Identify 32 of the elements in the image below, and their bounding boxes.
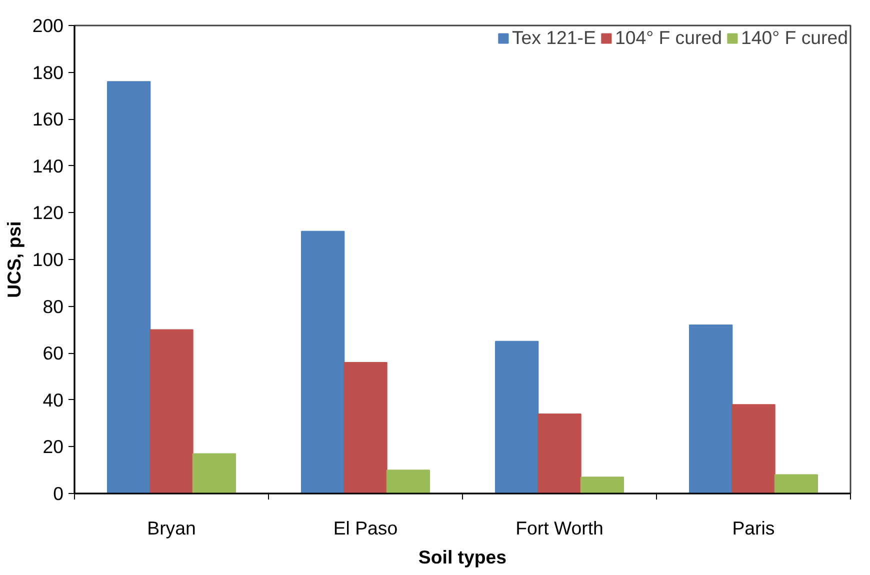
- y-tick-label: 120: [32, 202, 64, 224]
- bar: [774, 474, 818, 494]
- y-tick-label: 100: [32, 249, 64, 270]
- bar: [732, 404, 776, 494]
- legend-label: Tex 121-E: [512, 27, 596, 49]
- y-tick-label: 40: [42, 389, 64, 410]
- bar: [494, 340, 539, 494]
- legend-label: 140° F cured: [740, 27, 848, 49]
- y-tick-label: 180: [32, 62, 64, 83]
- bar: [344, 362, 388, 494]
- bar: [386, 470, 430, 494]
- y-tick-label: 140: [32, 155, 64, 176]
- y-tick-label: 20: [42, 436, 64, 458]
- bar: [106, 81, 151, 494]
- y-tick-label: 0: [53, 483, 64, 504]
- y-axis-title: UCS, psi: [3, 221, 24, 298]
- bar: [538, 413, 582, 494]
- y-tick-label: 160: [32, 108, 64, 130]
- bar: [150, 329, 194, 494]
- bar: [192, 453, 236, 494]
- bar: [580, 476, 624, 494]
- x-axis-title: Soil types: [418, 546, 507, 568]
- x-tick-label: Paris: [732, 518, 775, 538]
- x-tick-label: Fort Worth: [516, 518, 604, 538]
- y-tick-label: 80: [42, 296, 64, 317]
- x-tick-label: El Paso: [333, 518, 398, 538]
- y-tick-label: 200: [32, 15, 64, 36]
- bar: [300, 230, 345, 494]
- x-tick-label: Bryan: [147, 518, 196, 538]
- legend-label: 104° F cured: [614, 27, 722, 49]
- y-tick-label: 60: [42, 342, 64, 364]
- bar: [688, 324, 733, 494]
